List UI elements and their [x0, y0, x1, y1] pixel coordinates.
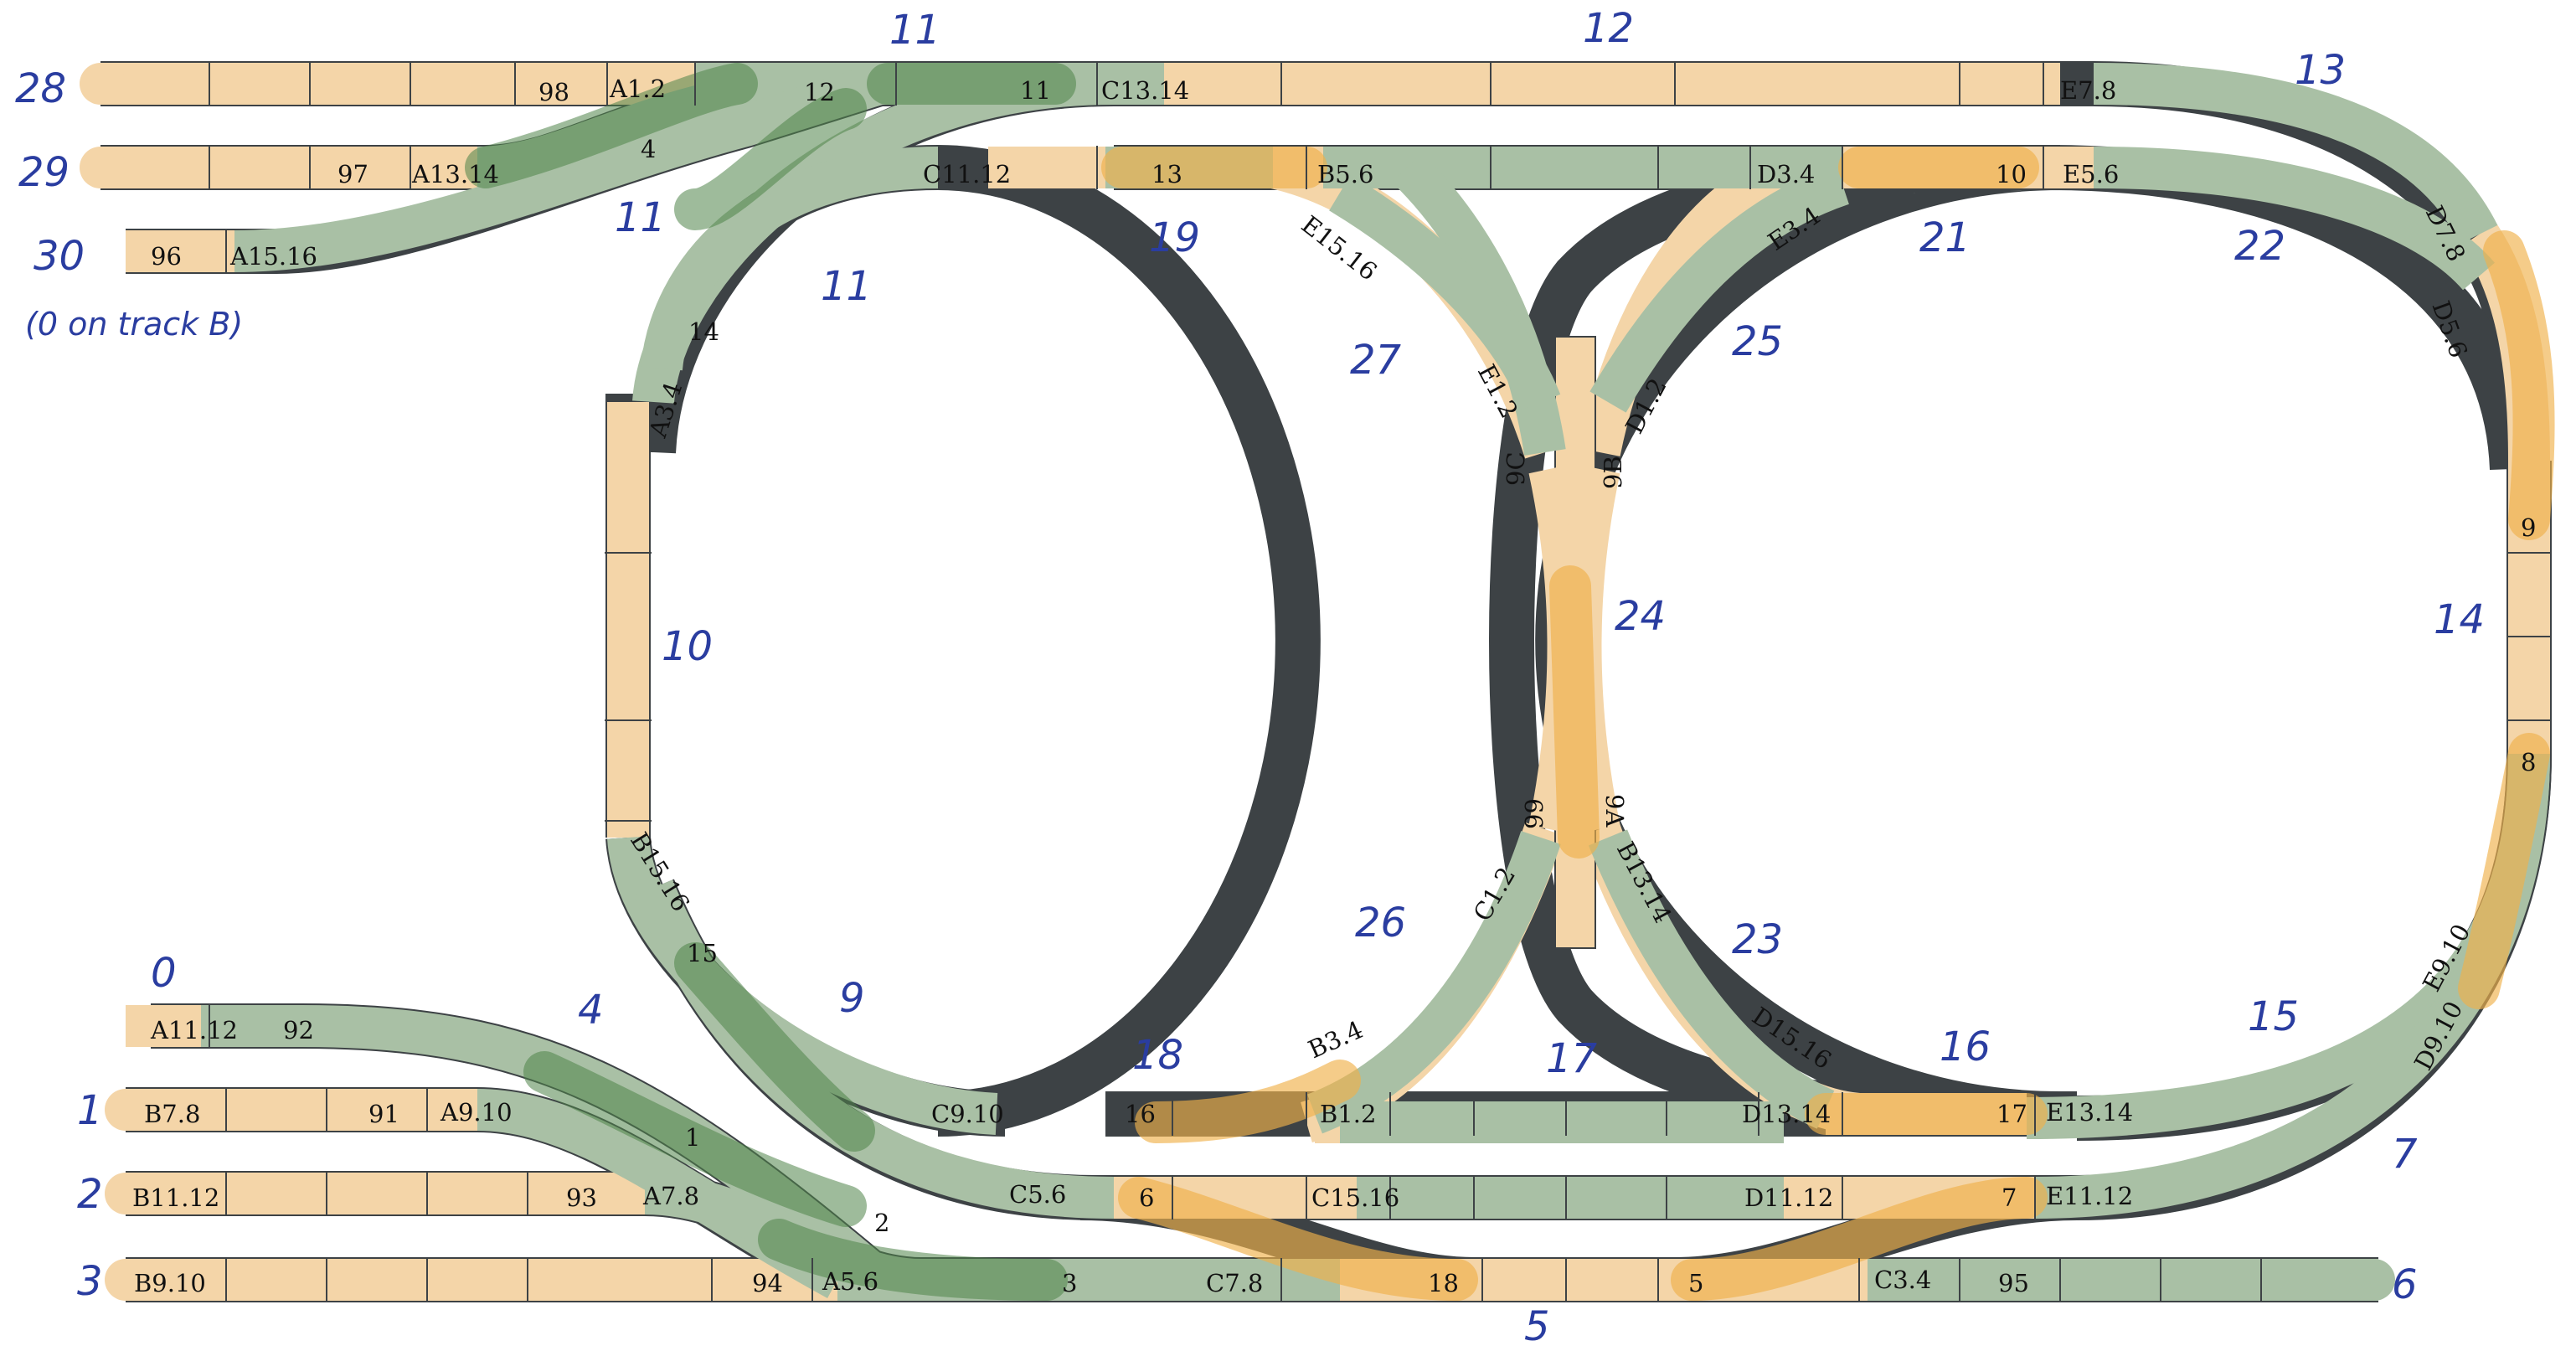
track-number-annotation: 9 — [839, 975, 865, 1022]
piece-label: A7.8 — [642, 1182, 699, 1210]
track-number-annotation: 0 — [151, 950, 177, 997]
track-number-annotation: 28 — [15, 65, 66, 112]
piece-label: A1.2 — [609, 75, 666, 103]
piece-label: E11.12 — [2046, 1182, 2133, 1210]
piece-label: A9.10 — [440, 1098, 513, 1127]
piece-label: 94 — [752, 1269, 783, 1297]
piece-label: C15.16 — [1311, 1183, 1399, 1212]
piece-label: 9 — [2521, 513, 2536, 542]
track-number-annotation: 15 — [2248, 993, 2299, 1040]
piece-label: E5.6 — [2063, 160, 2119, 188]
piece-label: 95 — [1998, 1269, 2029, 1297]
piece-label: 96 — [151, 242, 182, 271]
track-number-annotation: 16 — [1940, 1024, 1991, 1070]
piece-label: 3 — [1062, 1269, 1077, 1297]
track-number-annotation: 4 — [578, 987, 604, 1034]
track-number-annotation: 2 — [77, 1171, 103, 1218]
piece-label: C3.4 — [1874, 1266, 1931, 1294]
piece-label: C7.8 — [1206, 1269, 1263, 1297]
track-number-annotation: 29 — [18, 149, 70, 196]
track-number-annotation: 18 — [1132, 1032, 1183, 1079]
track-number-annotation: 27 — [1350, 337, 1402, 384]
track-number-annotation: 23 — [1732, 916, 1783, 963]
piece-label: 98 — [538, 78, 569, 106]
track-number-annotation: 19 — [1149, 214, 1200, 261]
route-highlights — [80, 63, 2555, 1301]
track-number-annotation: 5 — [1524, 1303, 1550, 1350]
piece-label: 18 — [1428, 1269, 1459, 1297]
piece-label: E7.8 — [2060, 76, 2116, 105]
piece-label: 2 — [874, 1209, 889, 1237]
piece-label: 11 — [1020, 76, 1051, 105]
piece-label: 7 — [2002, 1183, 2017, 1212]
piece-label: 12 — [804, 78, 835, 106]
piece-label: E13.14 — [2046, 1098, 2133, 1127]
track-number-annotation: 6 — [2392, 1261, 2418, 1308]
piece-label: 8 — [2521, 748, 2536, 776]
piece-label: B11.12 — [132, 1183, 219, 1212]
piece-label: A5.6 — [822, 1267, 878, 1296]
piece-label: 9B — [1599, 456, 1627, 489]
piece-label: 93 — [566, 1183, 597, 1212]
piece-label: 99 — [1520, 798, 1548, 829]
track-number-annotation: 17 — [1546, 1035, 1598, 1082]
piece-label: C13.14 — [1101, 76, 1189, 105]
track-number-annotation: 12 — [1583, 5, 1634, 52]
track-note-annotation: (0 on track B) — [25, 306, 243, 343]
piece-label: 10 — [1996, 160, 2027, 188]
piece-label: D3.4 — [1757, 160, 1815, 188]
piece-label: 1 — [685, 1123, 700, 1152]
track-number-annotation: 24 — [1615, 593, 1666, 640]
track-number-annotation: 14 — [2434, 596, 2485, 643]
track-number-annotation: 13 — [2295, 47, 2346, 94]
track-joints — [209, 62, 2551, 1302]
piece-label: B1.2 — [1320, 1100, 1376, 1128]
track-number-annotation: 3 — [77, 1258, 103, 1305]
piece-label: 4 — [641, 135, 656, 163]
piece-label: C9.10 — [931, 1100, 1004, 1128]
piece-label: A15.16 — [229, 242, 317, 271]
track-number-annotation: 10 — [662, 623, 713, 670]
piece-label: B7.8 — [144, 1100, 200, 1128]
track-number-annotation: 1 — [77, 1087, 103, 1134]
piece-label: B3.4 — [1304, 1015, 1367, 1064]
track-number-annotation: 26 — [1355, 900, 1406, 946]
track-number-annotation: 30 — [33, 233, 85, 280]
piece-label: 13 — [1151, 160, 1182, 188]
piece-label: 16 — [1125, 1100, 1156, 1128]
piece-label: D11.12 — [1744, 1183, 1833, 1212]
track-number-annotation: 22 — [2234, 223, 2285, 270]
piece-label: A13.14 — [411, 160, 499, 188]
piece-label: 5 — [1688, 1269, 1703, 1297]
piece-label: 15 — [687, 939, 718, 967]
piece-label: D13.14 — [1742, 1100, 1831, 1128]
piece-label: 6 — [1139, 1183, 1154, 1212]
piece-label: A11.12 — [150, 1016, 238, 1044]
piece-label: 17 — [1996, 1100, 2027, 1128]
handwritten-annotations: 28 29 30 (0 on track B) 11 12 13 11 11 1… — [15, 5, 2485, 1350]
track-number-annotation: 11 — [821, 263, 872, 310]
piece-label: 91 — [368, 1100, 399, 1128]
piece-label: 97 — [337, 160, 368, 188]
piece-label: 9C — [1502, 451, 1530, 486]
track-number-annotation: 11 — [615, 194, 666, 241]
track-number-annotation: 21 — [1919, 214, 1971, 261]
piece-label: 92 — [283, 1016, 314, 1044]
track-number-annotation: 11 — [889, 7, 940, 54]
piece-label: 14 — [688, 317, 719, 346]
piece-label: B9.10 — [134, 1269, 206, 1297]
piece-label: B5.6 — [1317, 160, 1373, 188]
piece-label: C5.6 — [1009, 1180, 1066, 1209]
track-number-annotation: 7 — [2392, 1131, 2418, 1178]
track-number-annotation: 25 — [1732, 318, 1783, 365]
piece-label: C11.12 — [923, 160, 1011, 188]
piece-label: 9A — [1600, 794, 1629, 828]
